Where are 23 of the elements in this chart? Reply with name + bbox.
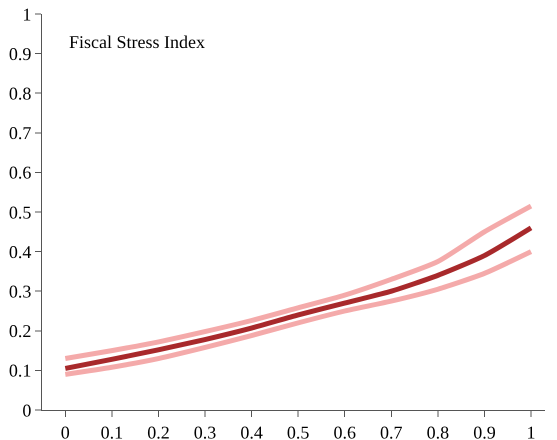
x-tick-label: 0.4: [240, 422, 263, 440]
y-tick-label: 0.8: [8, 84, 32, 104]
annotation: Fiscal Stress Index: [69, 32, 205, 52]
x-tick-label: 0.2: [147, 422, 170, 440]
x-tick-label: 0.1: [100, 422, 124, 440]
x-tick-label: 0.5: [286, 422, 310, 440]
y-tick-label: 0.7: [8, 123, 32, 144]
y-tick-label: 0.2: [8, 321, 32, 342]
y-tick-label: 0.4: [8, 242, 32, 262]
y-tick-label: 0.3: [8, 282, 32, 302]
y-tick-label: 0.5: [8, 202, 32, 222]
y-tick-label: 0: [22, 400, 32, 420]
x-tick-label: 0.6: [333, 422, 356, 440]
x-tick-label: 0: [60, 422, 70, 440]
y-tick-label: 0.1: [8, 360, 32, 381]
y-tick-label: 0.6: [8, 162, 32, 183]
x-tick-label: 0.8: [426, 422, 450, 440]
x-tick-label: 0.3: [194, 422, 216, 440]
y-tick-label: 0.9: [8, 44, 32, 64]
x-tick-label: 1: [526, 422, 536, 440]
x-tick-label: 0.7: [380, 422, 403, 440]
x-tick-label: 0.9: [473, 422, 496, 440]
y-tick-label: 1: [22, 4, 32, 24]
